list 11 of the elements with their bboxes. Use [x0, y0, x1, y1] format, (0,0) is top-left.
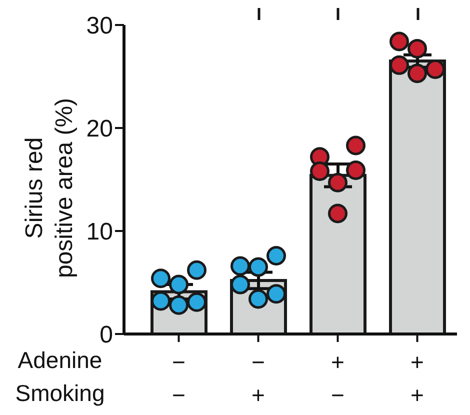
text: Adenine — [18, 347, 102, 373]
y-axis-title: Sirius red positive area (%) — [21, 98, 78, 278]
y-tick-label: 20 — [86, 116, 113, 143]
x-tick-label: − − — [172, 349, 186, 408]
x-tick-label: + + — [410, 349, 424, 408]
text: Smoking — [15, 380, 105, 406]
x-tick-label: − + — [252, 349, 265, 408]
y-tick-label: 0 — [100, 322, 113, 349]
y-tick-label: 10 — [86, 218, 113, 246]
x-tick-label: + − — [331, 349, 344, 408]
y-tick-label: 30 — [86, 12, 113, 40]
